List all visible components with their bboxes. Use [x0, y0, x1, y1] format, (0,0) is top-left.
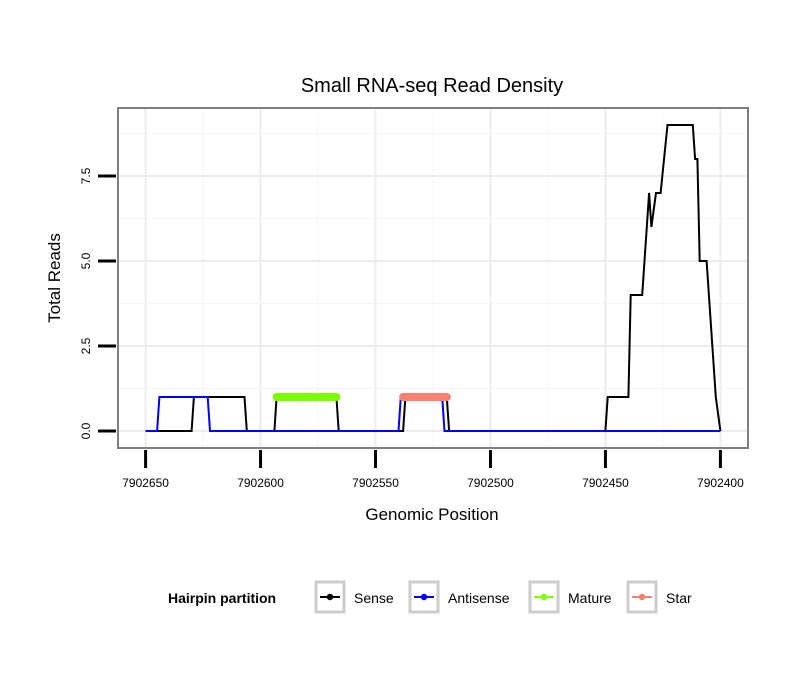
- y-tick-label: 5.0: [79, 252, 93, 269]
- legend: Hairpin partition Sense Antisense Mature St…: [168, 580, 692, 614]
- series-line-sense: [145, 124, 722, 432]
- series-line-antisense: [145, 396, 721, 432]
- y-tick-label: 2.5: [79, 337, 93, 354]
- x-axis-title: Genomic Position: [365, 505, 498, 524]
- x-tick-label: 7902500: [467, 476, 514, 490]
- legend-item-sense: Sense: [314, 580, 394, 614]
- legend-key-point: [326, 593, 334, 601]
- x-tick-label: 7902650: [122, 476, 169, 490]
- series-layer: [145, 124, 722, 432]
- x-tick-label: 7902400: [697, 476, 744, 490]
- x-tick-label: 7902550: [352, 476, 399, 490]
- legend-label: Antisense: [448, 590, 510, 606]
- legend-item-star: Star: [626, 580, 692, 614]
- legend-label: Star: [666, 590, 692, 606]
- y-tick-label: 0.0: [79, 422, 93, 439]
- legend-title: Hairpin partition: [168, 590, 276, 606]
- legend-key-point: [420, 593, 428, 601]
- y-axis: 0.0 2.5 5.0 7.5: [79, 167, 116, 439]
- x-axis: 7902650 7902600 7902550 7902500 7902450 79024…: [122, 450, 744, 490]
- legend-label: Sense: [354, 590, 394, 606]
- legend-item-mature: Mature: [528, 580, 612, 614]
- legend-key-point: [540, 593, 548, 601]
- legend-item-antisense: Antisense: [408, 580, 510, 614]
- y-tick-label: 7.5: [79, 167, 93, 184]
- y-axis-title: Total Reads: [45, 233, 64, 323]
- chart-title: Small RNA-seq Read Density: [301, 75, 563, 97]
- x-tick-label: 7902600: [237, 476, 284, 490]
- legend-key-point: [638, 593, 646, 601]
- x-tick-label: 7902450: [582, 476, 629, 490]
- legend-label: Mature: [568, 590, 612, 606]
- grid: [119, 109, 747, 447]
